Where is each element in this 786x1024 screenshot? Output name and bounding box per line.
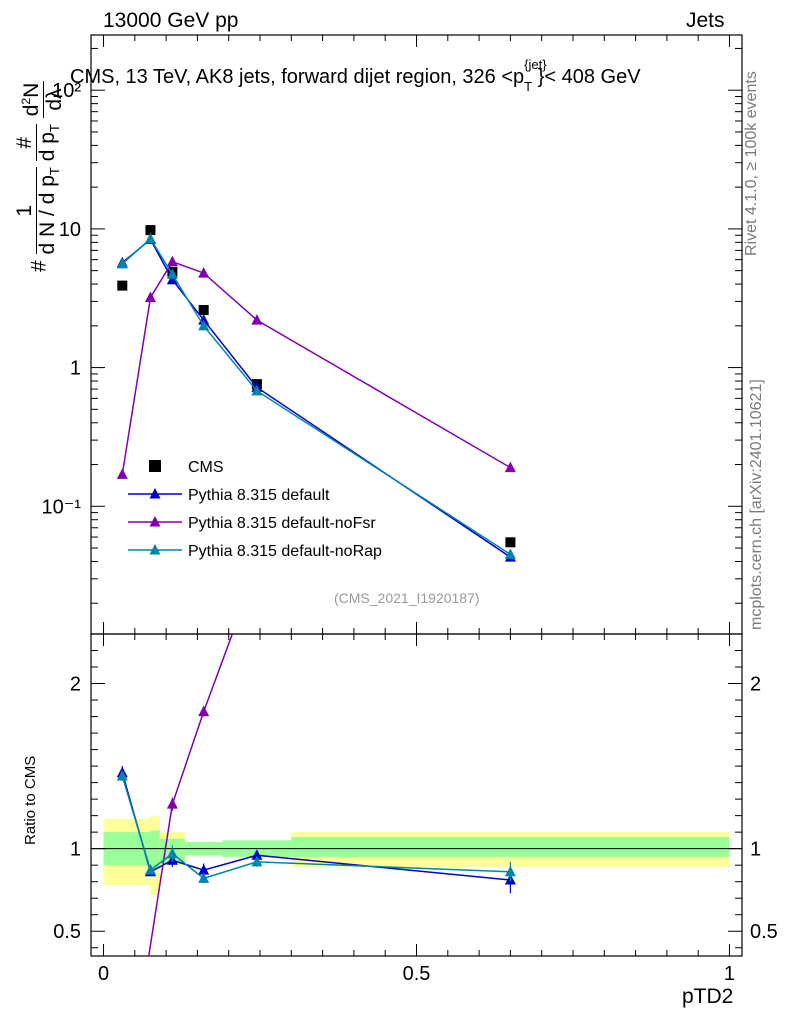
energy-label: 13000 GeV pp bbox=[103, 9, 239, 32]
ratio-frame-border bbox=[90, 633, 743, 957]
ratio-point-pythia-8-315-default-norap bbox=[251, 855, 263, 867]
legend-marker-pythia-8-315-default bbox=[149, 488, 161, 499]
ratio-point-pythia-8-315-default bbox=[251, 849, 263, 860]
data-point-cms bbox=[145, 225, 156, 236]
uncertainty-band-inner bbox=[150, 830, 160, 869]
y-tick-label: 1 bbox=[70, 358, 81, 380]
rivet-label: Rivet 4.1.0, ≥ 100k events bbox=[743, 71, 760, 256]
data-point-pythia-8-315-default-nofsr bbox=[198, 267, 210, 278]
legend-label-pythia-8-315-default-norap: Pythia 8.315 default-noRap bbox=[188, 543, 382, 560]
legend-marker-cms bbox=[149, 460, 161, 472]
data-point-pythia-8-315-default-nofsr bbox=[251, 314, 263, 325]
ratio-uncertainty-bands bbox=[91, 815, 742, 895]
main-plot-series bbox=[116, 225, 516, 562]
data-point-cms bbox=[505, 537, 516, 548]
data-point-pythia-8-315-default-norap bbox=[251, 384, 263, 396]
series-line-pythia-8-315-default-nofsr bbox=[121, 260, 511, 475]
ratio-line-pythia-8-315-default-nofsr bbox=[148, 634, 234, 956]
data-point-pythia-8-315-default-nofsr bbox=[166, 255, 178, 267]
x-axis-label: pTD2 bbox=[682, 985, 734, 1008]
ratio-point-pythia-8-315-default bbox=[198, 864, 210, 875]
data-point-pythia-8-315-default-norap bbox=[166, 268, 178, 279]
data-point-pythia-8-315-default-norap bbox=[116, 257, 128, 269]
legend-marker-pythia-8-315-default-nofsr bbox=[149, 516, 161, 527]
ratio-point-pythia-8-315-default-norap bbox=[198, 872, 210, 883]
tick-labels: 0 0.5 1 10⁻¹ 1 10 10² 0.5 0.5 1 1 2 2 bbox=[42, 80, 778, 985]
ratio-plot-frame bbox=[90, 633, 743, 957]
data-point-cms bbox=[198, 305, 209, 316]
ratio-point-pythia-8-315-default-norap bbox=[144, 864, 156, 875]
legend: CMS Pythia 8.315 default Pythia 8.315 defa… bbox=[128, 459, 382, 560]
ratio-axis-label: Ratio to CMS bbox=[22, 755, 39, 845]
ratio-y-tick-label-right: 2 bbox=[750, 674, 761, 696]
ratio-line-pythia-8-315-default-norap bbox=[121, 775, 511, 880]
series-line-pythia-8-315-default-norap bbox=[121, 237, 511, 556]
ratio-point-pythia-8-315-default-norap bbox=[116, 770, 128, 781]
legend-label-pythia-8-315-default: Pythia 8.315 default bbox=[188, 487, 330, 504]
ratio-point-pythia-8-315-default-norap bbox=[504, 865, 516, 877]
data-point-pythia-8-315-default-nofsr bbox=[116, 468, 128, 479]
data-point-pythia-8-315-default-norap bbox=[198, 319, 210, 331]
data-point-pythia-8-315-default bbox=[166, 273, 178, 285]
y-tick-label: 10⁻¹ bbox=[42, 496, 82, 518]
x-tick-label: 0.5 bbox=[403, 963, 431, 985]
data-point-pythia-8-315-default-norap bbox=[144, 232, 156, 244]
data-point-pythia-8-315-default-norap bbox=[504, 548, 516, 559]
legend-marker-pythia-8-315-default-norap bbox=[149, 544, 161, 555]
y-tick-label: 10² bbox=[52, 80, 81, 102]
legend-label-cms: CMS bbox=[188, 459, 224, 476]
ratio-y-tick-label-right: 0.5 bbox=[750, 921, 778, 943]
ratio-y-tick-label-right: 1 bbox=[750, 839, 761, 861]
x-tick-label: 1 bbox=[724, 963, 735, 985]
analysis-id: (CMS_2021_I1920187) bbox=[334, 590, 480, 606]
process-label: Jets bbox=[686, 9, 725, 32]
ratio-point-pythia-8-315-default-norap bbox=[166, 847, 178, 859]
legend-label-pythia-8-315-default-nofsr: Pythia 8.315 default-noFsr bbox=[188, 515, 376, 532]
ratio-point-pythia-8-315-default-nofsr bbox=[166, 798, 178, 809]
x-tick-label: 0 bbox=[98, 963, 109, 985]
ratio-plot-series bbox=[116, 634, 516, 956]
uncertainty-band-inner bbox=[291, 837, 730, 857]
ratio-y-tick-label: 2 bbox=[70, 674, 81, 696]
data-point-cms bbox=[117, 280, 128, 291]
chart-title: CMS, 13 TeV, AK8 jets, forward dijet reg… bbox=[70, 57, 641, 94]
chart-title-text: CMS, 13 TeV, AK8 jets, forward dijet reg… bbox=[70, 66, 525, 88]
data-point-pythia-8-315-default-nofsr bbox=[144, 291, 156, 303]
ratio-y-tick-label: 0.5 bbox=[53, 921, 81, 943]
data-point-pythia-8-315-default-nofsr bbox=[504, 461, 516, 473]
ratio-point-pythia-8-315-default-nofsr bbox=[198, 705, 210, 717]
ratio-y-tick-label: 1 bbox=[70, 839, 81, 861]
mcplots-label: mcplots.cern.ch [arXiv:2401.10621] bbox=[748, 379, 765, 630]
y-tick-label: 10 bbox=[59, 219, 81, 241]
